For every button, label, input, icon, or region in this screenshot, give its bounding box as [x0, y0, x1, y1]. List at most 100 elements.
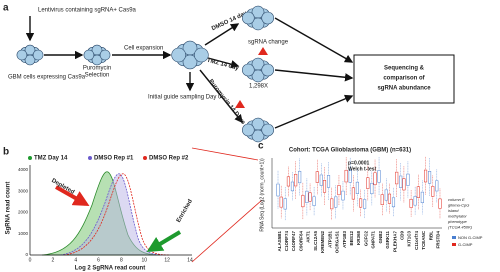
y-tick-label: 1000 [18, 231, 29, 236]
text: Puromycin [83, 66, 111, 72]
legend-label: NON G-CIMP [458, 235, 483, 240]
arrow [199, 69, 243, 124]
box [384, 189, 388, 201]
box [276, 183, 280, 197]
x-tick-label: FRSTD4 [436, 231, 441, 249]
legend-label: TMZ Day 14 [34, 156, 68, 162]
text: Selection [85, 73, 110, 79]
x-tick-label: ALAS5B1 [277, 231, 282, 252]
x-tick-label: GNB2 [378, 231, 383, 244]
annotation: Welch t-test [348, 166, 377, 172]
box [330, 198, 334, 210]
box [406, 173, 410, 186]
arrow [207, 57, 240, 69]
box [353, 54, 455, 104]
note: phenotype [447, 219, 467, 224]
text: TMZ 14 day [206, 58, 240, 72]
cell [182, 54, 198, 70]
x-tick-label: GNPAT1 [371, 231, 376, 249]
x-tick-label: 14 [187, 257, 193, 263]
x-tick-label: 4 [74, 257, 77, 263]
x-tick-label: 12 [164, 257, 170, 263]
box [326, 175, 331, 188]
x-tick-label: 2 [51, 257, 54, 263]
cell [241, 123, 255, 137]
x-tick-label: C4ORF47 [291, 231, 296, 252]
box [308, 192, 312, 202]
arrow [274, 17, 354, 63]
box [312, 196, 316, 206]
box [413, 196, 417, 206]
text: sgRNA change [248, 40, 289, 46]
y-tick-label: 3000 [18, 188, 29, 193]
note: glioma-CpG [448, 203, 469, 208]
x-tick-label: AKT1 [306, 231, 311, 243]
box [337, 185, 341, 196]
box [305, 190, 309, 203]
x-tick-label: C9ORF64 [298, 231, 303, 252]
box [355, 181, 359, 194]
legend-label: DMSO Rep #1 [94, 156, 134, 162]
y-tick-label: 2000 [18, 210, 29, 215]
triangle [235, 100, 245, 108]
panel-label: c [258, 141, 264, 152]
box [351, 187, 355, 200]
annotation: Depleted [50, 178, 75, 196]
box [359, 198, 363, 208]
x-tick-label: PLEKHA7 [392, 231, 397, 253]
box [402, 178, 406, 191]
box [341, 190, 345, 201]
box [380, 194, 384, 205]
box [377, 170, 381, 183]
legend-label: G-CIMP [458, 242, 473, 247]
cell [83, 49, 95, 61]
box [348, 170, 352, 183]
text: GBM cells expressing Cas9a [8, 75, 86, 81]
boxplots: ALAS5B1 C1ORF74 C4ORF47 C9ORF64 AKT1 SLC12A5 K… [276, 156, 442, 253]
zoom-line [191, 199, 263, 263]
box [290, 181, 294, 192]
box [363, 199, 367, 209]
text: Sequencing & [384, 66, 425, 72]
note: (TCGA 450K) [448, 225, 473, 230]
box [279, 196, 283, 208]
axis-title: SgRNA read count [6, 182, 12, 235]
cell [261, 123, 275, 137]
box [366, 177, 370, 189]
triangle [258, 47, 268, 55]
box [399, 175, 403, 188]
x-tick-label: 6 [97, 257, 100, 263]
legend-label: DMSO Rep #2 [149, 156, 189, 162]
note: column E [448, 197, 465, 202]
annotation: Enriched [176, 198, 194, 224]
annotation: p=0.0001 [348, 160, 369, 166]
histogram [41, 171, 171, 256]
box [344, 169, 348, 183]
y-tick-label: 4000 [18, 167, 29, 172]
x-tick-label: C11orf74 [414, 231, 419, 251]
arrow [274, 69, 354, 82]
histogram-curve [59, 173, 166, 256]
x-tick-label: 0 [29, 257, 32, 263]
box [301, 195, 305, 208]
x-tick-label: 10 [142, 257, 148, 263]
box [391, 197, 396, 208]
cell [261, 11, 275, 25]
cell [32, 49, 44, 61]
box [424, 169, 428, 183]
axis-title: RNA Seq (Log2 (norm_count+1)) [259, 158, 265, 232]
axis-title: Log 2 SgRNA read count [75, 266, 145, 272]
x-tick-label: ATP1B1 [327, 231, 332, 248]
box [319, 174, 323, 186]
x-tick-label: 8 [120, 257, 123, 263]
box [286, 176, 290, 187]
box [395, 171, 399, 185]
text: comparison of [383, 76, 425, 82]
box [370, 182, 374, 195]
arrow [274, 94, 354, 129]
legend-marker [88, 156, 92, 160]
zoom-line [191, 147, 259, 161]
legend-marker [28, 156, 32, 160]
text: Cell expansion [124, 46, 163, 52]
